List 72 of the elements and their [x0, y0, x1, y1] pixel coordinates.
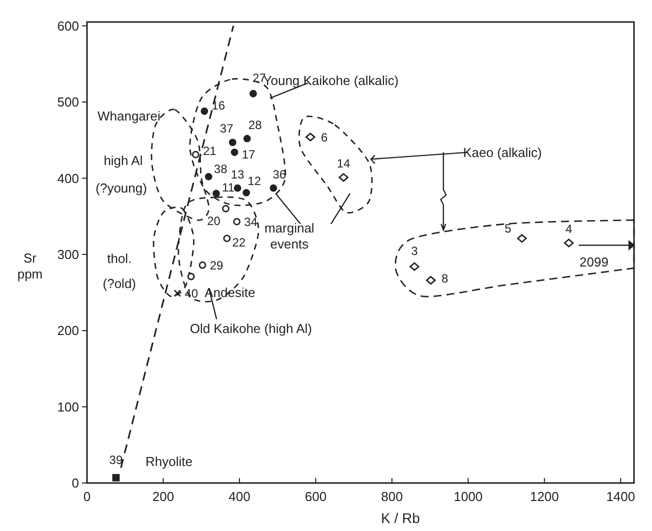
- point: [234, 184, 242, 192]
- annotation: 34: [244, 214, 258, 229]
- point: [200, 107, 208, 115]
- y-tick-label: 100: [57, 399, 79, 414]
- point: [338, 173, 348, 182]
- annotation: 14: [336, 156, 351, 171]
- annotation: 38: [214, 162, 228, 176]
- point: [112, 474, 120, 482]
- annotation: 16: [212, 98, 226, 112]
- point: [517, 234, 527, 243]
- x-tick-label: 1000: [454, 489, 483, 504]
- annotation: 13: [230, 167, 245, 182]
- annotation: 37: [220, 122, 234, 136]
- x-tick-label: 0: [83, 489, 91, 504]
- x-axis-title: K / Rb: [381, 510, 420, 526]
- annotation: 39: [109, 452, 123, 467]
- annotation: 2099: [580, 254, 608, 270]
- point: [187, 272, 195, 280]
- point: [222, 204, 230, 212]
- x-tick-label: 1400: [606, 489, 636, 504]
- annotation: 11: [222, 180, 235, 195]
- point: [212, 190, 220, 198]
- annotation: Rhyolite: [145, 454, 192, 470]
- point: [242, 188, 250, 196]
- annotation: 20: [207, 214, 221, 228]
- point: [426, 276, 436, 285]
- x-tick-label: 800: [381, 489, 403, 504]
- y-axis-title: Sr ppm: [17, 250, 43, 282]
- annotation: Kaeo (alkalic): [463, 144, 542, 160]
- annotation: 12: [248, 174, 262, 188]
- point: [204, 172, 212, 180]
- annotation: Whangarei: [97, 108, 160, 124]
- x-tick-label: 1200: [530, 489, 559, 504]
- point: [230, 148, 238, 156]
- annotation: 6: [321, 130, 328, 144]
- y-tick-label: 600: [57, 18, 79, 34]
- annotation: (?old): [102, 276, 136, 291]
- annotation: 28: [248, 118, 262, 132]
- x-tick-label: 400: [228, 489, 250, 504]
- point: [174, 290, 182, 297]
- annotation: 17: [242, 148, 256, 162]
- x-tick-label: 200: [152, 489, 174, 504]
- annotation: 8: [441, 272, 448, 286]
- annotation: 4: [565, 222, 572, 236]
- point: [233, 218, 241, 226]
- point: [270, 184, 278, 192]
- x-tick-label: 600: [304, 489, 327, 504]
- annotation: thol.: [107, 250, 132, 266]
- point: [228, 138, 236, 146]
- point: [249, 90, 257, 98]
- point: [192, 150, 200, 158]
- y-tick-label: 200: [57, 323, 79, 338]
- annotation: 21: [202, 144, 217, 158]
- annotation: Old Kaikohe (high Al): [190, 320, 312, 336]
- point: [198, 261, 206, 269]
- annotation: marginal events: [264, 220, 314, 252]
- annotation: high Al: [104, 153, 143, 168]
- point: [410, 262, 420, 271]
- y-tick-label: 400: [57, 170, 79, 186]
- point: [564, 238, 574, 248]
- point: [223, 234, 231, 242]
- annotation: (?young): [96, 180, 147, 196]
- annotation: 3: [411, 244, 418, 258]
- y-tick-label: 300: [57, 246, 79, 262]
- y-tick-label: 500: [57, 94, 79, 110]
- annotation: 36: [272, 167, 286, 182]
- annotation: 22: [232, 236, 246, 250]
- y-tick-label: 0: [72, 476, 79, 491]
- point: [305, 132, 316, 142]
- annotation: 5: [504, 222, 512, 236]
- annotation: 29: [210, 258, 224, 272]
- point: [243, 134, 251, 142]
